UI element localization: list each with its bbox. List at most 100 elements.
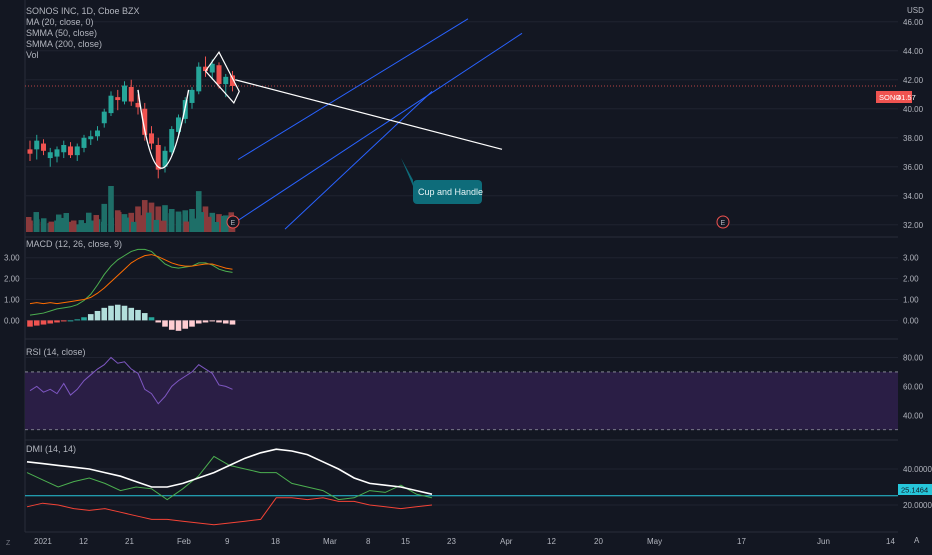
candle-body (68, 146, 73, 156)
dmi-legend[interactable]: DMI (14, 14) (26, 444, 76, 454)
candle-body (149, 133, 154, 144)
chart-legend: SONOS INC, 1D, Cboe BZX MA (20, close, 0… (26, 6, 140, 454)
macd-histogram-bar (195, 320, 202, 324)
earnings-marker-1-label: E (231, 220, 236, 227)
candle-body (61, 145, 67, 153)
volume-bar-history (138, 215, 144, 232)
candle-body (176, 117, 181, 132)
volume-bar (155, 206, 162, 232)
time-tick-label: 2021 (34, 537, 52, 546)
volume-bar-history (56, 214, 62, 232)
rsi-tick-label: 40.00 (903, 411, 924, 420)
volume-bar-history (93, 215, 99, 232)
smma50-legend[interactable]: SMMA (50, close) (26, 28, 97, 38)
drawings (137, 51, 503, 169)
price-tick-label: 46.00 (903, 18, 924, 27)
macd-histogram-bar (60, 320, 67, 322)
earnings-marker-1-circle (226, 215, 240, 229)
dmi-value-tag-text: 25.1464 (901, 486, 928, 495)
macd-histogram-bar (40, 320, 47, 325)
ma-legend[interactable]: MA (20, close, 0) (26, 17, 94, 27)
last-price-tag: SONO 41.57 (876, 91, 916, 103)
macd-histogram-bar (101, 307, 108, 321)
dmi-tick-label: 40.0000 (903, 465, 932, 474)
volume-bar (141, 200, 148, 232)
candle-body (115, 97, 121, 101)
candle-body (128, 87, 134, 102)
macd-tick-label: 0.00 (903, 316, 919, 325)
scale-corner-z[interactable]: Z (6, 540, 11, 547)
candle-body (81, 137, 87, 148)
rsi-legend[interactable]: RSI (14, close) (26, 347, 86, 357)
time-tick-label: 14 (886, 537, 895, 546)
volume-bar-history (221, 215, 227, 232)
volume-bar (108, 186, 114, 232)
time-tick-label: May (647, 537, 662, 546)
smma200-legend[interactable]: SMMA (200, close) (26, 39, 102, 49)
candle-body (230, 75, 235, 86)
cup-curve (137, 89, 190, 169)
time-tick-label: 9 (225, 537, 230, 546)
volume-bar-history (86, 212, 92, 232)
volume-bar-history (116, 212, 122, 232)
candle-body (135, 102, 141, 108)
projection-line (235, 79, 503, 150)
macd-histogram-bar (202, 320, 209, 323)
macd-legend[interactable]: MACD (12, 26, close, 9) (26, 239, 122, 249)
currency-label[interactable]: USD (907, 6, 924, 15)
last-price-symbol: SONO (879, 93, 901, 102)
time-tick-label: 23 (447, 537, 456, 546)
time-tick-label: 17 (737, 537, 746, 546)
volume-bar-history (161, 220, 167, 232)
grid-lines (24, 0, 898, 533)
volume-bar (67, 221, 74, 232)
earnings-marker-1[interactable]: E (226, 215, 240, 229)
callout-pointer (401, 158, 413, 186)
dmi-adx-line (26, 448, 433, 495)
volume-bar (209, 212, 216, 232)
cup-and-handle-callout[interactable]: Cup and Handle (401, 158, 483, 204)
macd-line (29, 248, 233, 316)
candle-body (41, 143, 46, 151)
time-tick-label: 12 (547, 537, 556, 546)
macd-histogram-bar (229, 320, 236, 325)
time-tick-label: 21 (125, 537, 134, 546)
volume-bar-history (101, 221, 107, 232)
dmi-panel[interactable] (25, 448, 898, 526)
candle-body (223, 76, 229, 85)
volume-bar-history (168, 213, 174, 232)
macd-panel[interactable] (27, 248, 236, 331)
macd-histogram-bar (222, 320, 229, 324)
candle-body (108, 95, 114, 114)
volume-bar-history (198, 212, 204, 232)
price-tick-label: 42.00 (903, 76, 924, 85)
macd-left-tick-label: 0.00 (4, 316, 20, 325)
auto-scale-button[interactable]: A (914, 536, 920, 545)
macd-histogram-bar (209, 320, 216, 322)
candle-body (54, 149, 60, 157)
volume-bar-history (131, 221, 137, 232)
candle-body (142, 108, 148, 135)
candle-body (196, 66, 202, 92)
time-tick-label: 12 (79, 537, 88, 546)
candlesticks[interactable] (27, 56, 236, 179)
candle-body (27, 149, 33, 154)
macd-left-tick-label: 3.00 (4, 254, 20, 263)
candle-body (162, 150, 168, 167)
rsi-panel[interactable] (25, 356, 898, 431)
dmi-minus-line (26, 497, 433, 526)
volume-bar (162, 205, 168, 232)
candle-body (169, 129, 175, 153)
price-tick-label: 38.00 (903, 134, 924, 143)
vol-legend[interactable]: Vol (26, 50, 39, 60)
candle-body (74, 146, 80, 156)
volume-bar (182, 210, 189, 232)
earnings-marker-2[interactable]: E (716, 215, 730, 229)
channel-upper-line (237, 18, 469, 160)
handle-shape (205, 51, 240, 105)
rsi-tick-label: 80.00 (903, 353, 924, 362)
volume-bar-history (191, 218, 197, 232)
time-tick-label: Apr (500, 537, 513, 546)
